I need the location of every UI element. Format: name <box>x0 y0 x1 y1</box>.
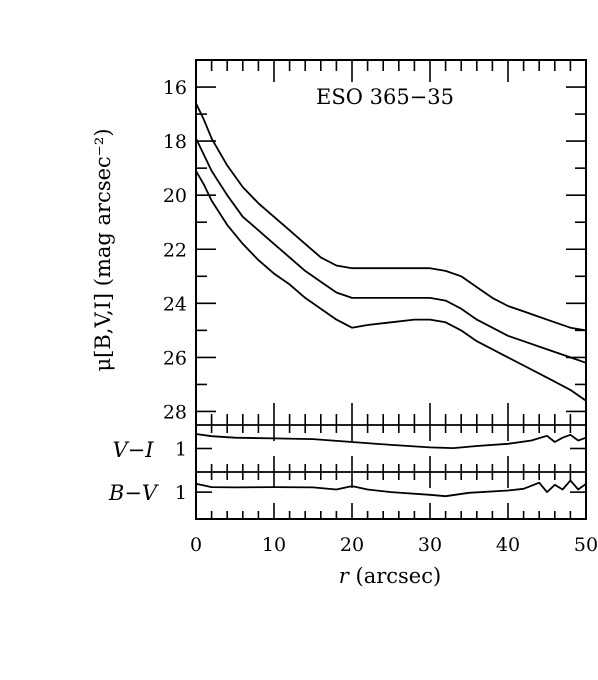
tick-labels: 0 10 20 30 40 50 16 18 20 22 24 26 28 1 1 <box>163 77 598 556</box>
x-axis-unit: (arcsec) <box>349 564 441 588</box>
x-axis-label: r (arcsec) <box>339 564 441 588</box>
y-tick-label: 26 <box>163 347 187 369</box>
profile-series-1 <box>195 138 587 364</box>
y-tick-label: 28 <box>163 401 187 423</box>
x-tick-label: 50 <box>574 534 598 556</box>
v-minus-i-series <box>195 433 587 449</box>
b-minus-v-label: B−V <box>108 481 159 505</box>
y-tick-label: 16 <box>163 77 187 99</box>
b-minus-v-series <box>195 479 587 498</box>
x-axis-variable: r <box>339 564 351 588</box>
x-tick-label: 40 <box>496 534 520 556</box>
v-minus-i-label: V−I <box>112 438 154 462</box>
y-tick-label: 1 <box>175 439 187 461</box>
y-tick-label: 24 <box>163 293 187 315</box>
y-tick-label: 1 <box>175 482 187 504</box>
x-tick-label: 10 <box>262 534 286 556</box>
plot-frames <box>195 59 587 520</box>
profile-series-2 <box>195 170 587 402</box>
data-curves <box>195 102 587 498</box>
x-tick-label: 30 <box>418 534 442 556</box>
y-axis-label: μ[B,V,I] (mag arcsec⁻²) <box>91 128 115 371</box>
x-tick-label: 0 <box>190 534 202 556</box>
y-tick-label: 22 <box>163 239 187 261</box>
axis-ticks <box>195 59 587 519</box>
profile-series-0 <box>195 102 587 332</box>
plot-frame <box>195 59 587 520</box>
y-tick-label: 20 <box>163 185 187 207</box>
chart-title: ESO 365−35 <box>316 85 454 109</box>
x-tick-label: 20 <box>340 534 364 556</box>
y-tick-label: 18 <box>163 131 187 153</box>
